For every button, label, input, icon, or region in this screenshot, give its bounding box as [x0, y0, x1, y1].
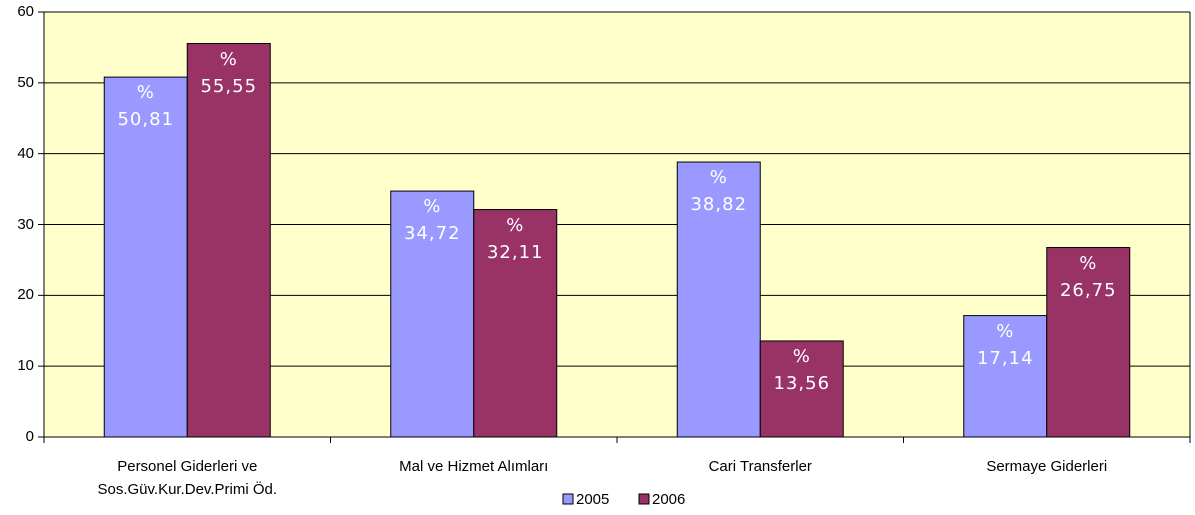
legend-swatch [562, 493, 574, 505]
value-label: % 50,81 [117, 82, 175, 131]
value-label: % 26,75 [1059, 252, 1117, 301]
x-tick-label: Personel Giderleri ve Sos.Güv.Kur.Dev.Pr… [97, 458, 278, 498]
legend-label: 2006 [652, 491, 686, 508]
bar [473, 209, 558, 438]
bar [1046, 247, 1131, 438]
bar [759, 340, 844, 438]
y-tick-label: 40 [17, 144, 34, 162]
value-label: % 34,72 [403, 196, 461, 245]
value-label: % 13,56 [773, 345, 831, 394]
y-tick-label: 50 [17, 73, 34, 91]
legend-label: 2005 [576, 491, 610, 508]
value-label: % 38,82 [690, 167, 748, 216]
x-tick-label: Mal ve Hizmet Alımları [399, 458, 549, 475]
value-label: % 32,11 [486, 214, 544, 263]
x-tick-label: Sermaye Giderleri [986, 458, 1108, 475]
legend-swatch [638, 493, 650, 505]
bar [186, 43, 271, 438]
y-tick-label: 30 [17, 215, 34, 233]
bar [963, 315, 1048, 438]
y-tick-label: 10 [17, 357, 34, 375]
bar [390, 190, 475, 438]
bar [676, 161, 761, 438]
value-label: % 17,14 [976, 320, 1034, 369]
y-tick-label: 60 [17, 3, 34, 20]
y-tick-label: 20 [17, 286, 34, 304]
bar [103, 76, 188, 438]
value-label: % 55,55 [200, 48, 258, 97]
y-tick-label: 0 [25, 428, 34, 445]
x-tick-label: Cari Transferler [708, 458, 812, 475]
